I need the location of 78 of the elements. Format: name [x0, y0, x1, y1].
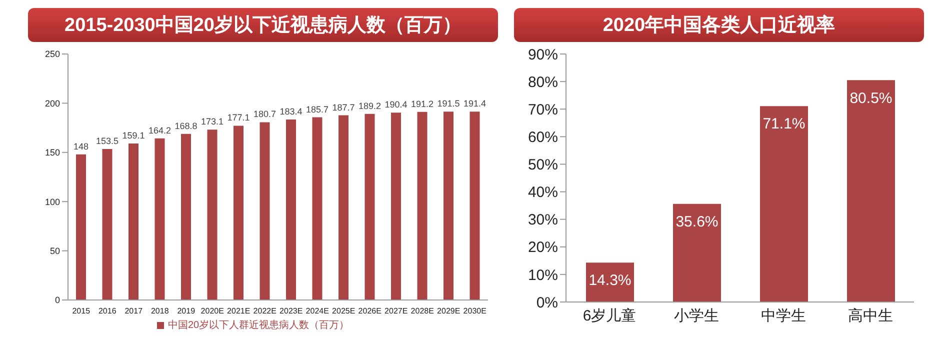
- x-tick-label: 2023E: [280, 306, 303, 316]
- data-label: 191.5: [437, 98, 460, 109]
- y-tick-label: 0%: [536, 294, 558, 312]
- data-label: 190.4: [384, 100, 408, 110]
- bar: [154, 138, 165, 300]
- x-tick-label: 2026E: [358, 306, 382, 316]
- y-tick-label: 200: [44, 98, 60, 108]
- data-label: 191.2: [410, 98, 434, 109]
- bar: [673, 204, 721, 302]
- bar: [128, 143, 138, 300]
- bar: [102, 148, 112, 300]
- bar: [234, 126, 244, 300]
- chart-title: 2020年中国各类人口近视率: [514, 8, 924, 42]
- bar: [76, 154, 86, 300]
- bar: [312, 117, 322, 300]
- x-tick-label: 小学生: [674, 308, 719, 325]
- data-label: 191.4: [463, 98, 486, 109]
- x-tick-label: 2015: [72, 306, 91, 316]
- bar: [760, 106, 808, 302]
- y-tick-label: 20%: [528, 239, 558, 256]
- bar: [417, 112, 428, 300]
- y-tick-label: 0: [54, 295, 60, 306]
- bar: [286, 120, 296, 300]
- y-tick-label: 50: [50, 246, 60, 256]
- y-tick-label: 40%: [528, 184, 558, 202]
- bar: [364, 114, 375, 300]
- x-tick-label: 2020E: [200, 306, 224, 316]
- x-tick-label: 2024E: [306, 306, 329, 316]
- y-tick-label: 100: [44, 196, 60, 207]
- data-label: 14.3%: [588, 272, 632, 290]
- x-tick-label: 2027E: [384, 306, 408, 316]
- data-label: 148: [73, 141, 89, 152]
- x-tick-label: 2016: [98, 306, 117, 316]
- bar: [847, 80, 895, 302]
- x-tick-label: 2019: [177, 306, 196, 316]
- data-label: 173.1: [200, 116, 224, 127]
- x-tick-label: 6岁儿童: [582, 308, 636, 325]
- bar: [207, 130, 218, 300]
- x-tick-label: 2029E: [437, 306, 460, 316]
- chart-title: 2015-2030中国20岁以下近视患病人数（百万）: [28, 8, 498, 42]
- data-label: 71.1%: [762, 116, 806, 133]
- x-tick-label: 2030E: [463, 306, 486, 316]
- y-tick-label: 60%: [528, 128, 558, 146]
- bar: [260, 122, 270, 300]
- bar: [470, 112, 480, 300]
- data-label: 189.2: [358, 100, 382, 111]
- x-tick-label: 2025E: [332, 306, 356, 316]
- x-tick-label: 高中生: [848, 308, 893, 325]
- y-tick-label: 70%: [528, 101, 558, 118]
- bar: [181, 134, 191, 300]
- y-tick-label: 80%: [528, 74, 558, 91]
- y-tick-label: 10%: [528, 266, 558, 284]
- y-tick-label: 30%: [528, 212, 558, 229]
- bar: [391, 112, 401, 300]
- data-label: 164.2: [148, 125, 172, 136]
- data-label: 187.7: [332, 102, 355, 112]
- data-label: 35.6%: [676, 214, 718, 231]
- y-tick-label: 90%: [528, 46, 558, 64]
- y-tick-label: 250: [44, 49, 60, 60]
- data-label: 180.7: [253, 109, 276, 120]
- data-label: 183.4: [280, 106, 302, 117]
- bar: [338, 115, 348, 300]
- bar: [444, 112, 454, 300]
- data-label: 159.1: [122, 130, 145, 140]
- x-tick-label: 2028E: [410, 306, 434, 316]
- x-tick-label: 2017: [124, 306, 144, 316]
- y-tick-label: 50%: [528, 156, 558, 174]
- data-label: 177.1: [227, 112, 250, 123]
- data-label: 80.5%: [850, 90, 892, 107]
- x-tick-label: 2022E: [253, 306, 276, 316]
- legend-label: 中国20岁以下人群近视患病人数（百万）: [168, 320, 350, 331]
- data-label: 168.8: [174, 120, 198, 131]
- x-tick-label: 2021E: [227, 306, 250, 316]
- y-tick-label: 150: [44, 148, 60, 158]
- data-label: 153.5: [96, 136, 119, 146]
- x-tick-label: 2018: [150, 306, 170, 316]
- x-tick-label: 中学生: [761, 308, 806, 325]
- data-label: 185.7: [306, 104, 329, 114]
